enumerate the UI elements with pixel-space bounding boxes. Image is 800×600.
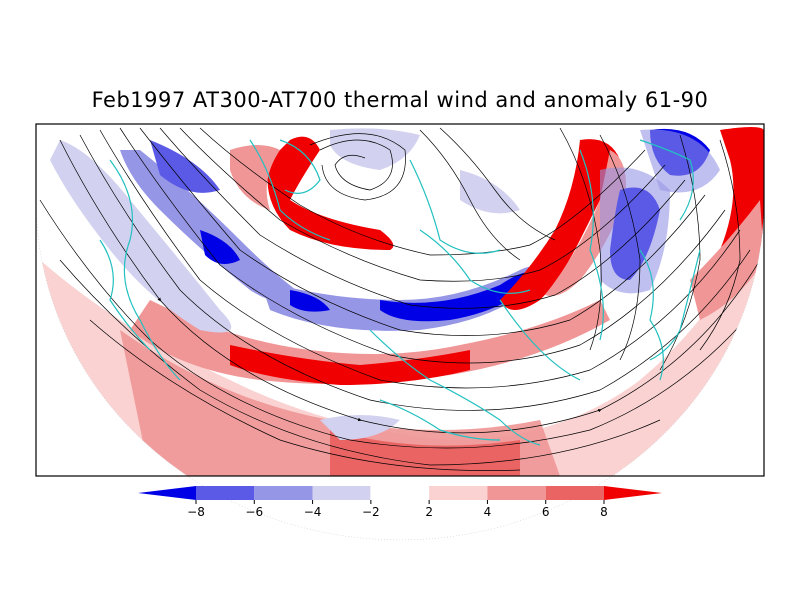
streamlines [39,127,763,471]
colorbar-swatch [312,486,371,500]
streamline [199,127,646,256]
streamline [119,127,726,364]
streamline [659,134,701,371]
anomaly-region-positive [267,136,394,250]
streamline [79,134,751,411]
colorbar-label: −6 [245,505,263,519]
coastline [649,249,701,361]
colorbar-label: −2 [362,505,380,519]
streamline [139,127,706,336]
anomaly-region-negative [200,230,240,264]
coastline [419,229,531,294]
coastline [409,159,501,254]
colorbar-label: 2 [425,505,433,519]
streamline [319,139,393,191]
anomaly-region-positive [330,430,520,476]
anomaly-region-negative [50,140,232,333]
anomaly-region-negative [640,129,720,193]
anomaly-region-positive [690,200,764,320]
streamline [699,139,741,351]
streamline [89,319,521,471]
coastline [639,249,664,381]
coastline [109,159,181,381]
colorbar-swatch [254,486,313,500]
colorbar-swatch [487,486,546,500]
coastlines [99,139,701,446]
coastline [639,139,694,221]
anomaly-region-positive [120,330,560,476]
coastline [579,149,604,341]
streamline [39,199,763,449]
streamline [439,127,556,241]
colorbar-label: −4 [304,505,322,519]
colorbar-label: 8 [600,505,608,519]
coastline [379,399,501,441]
streamline [419,129,521,261]
streamline [309,133,406,201]
streamline [179,127,666,282]
colorbar-swatch [196,486,255,500]
colorbar-swatch [545,486,604,500]
streamline [559,127,602,351]
colorbar-swatch [429,486,488,500]
anomaly-region-negative [150,140,220,193]
streamline [599,134,641,361]
colorbar-swatch [370,485,430,501]
anomaly-region-positive [230,145,280,210]
coastline [249,139,331,241]
streamline [99,129,741,389]
coastline [369,329,541,446]
chart-title: Feb1997 AT300-AT700 thermal wind and ano… [91,88,709,112]
colorbar-label: −8 [187,505,205,519]
streamline [59,259,661,466]
coastline [99,239,151,351]
colorbar-swatch [138,486,196,500]
anomaly-region-negative [320,415,400,440]
anomaly-region-negative [330,128,420,170]
anomaly-field [36,124,764,476]
colorbar-label: 4 [484,505,492,519]
colorbar-swatch [604,486,662,500]
colorbar-label: 6 [542,505,550,519]
coastline [279,139,321,194]
coastline [499,299,581,381]
streamline [159,127,686,309]
